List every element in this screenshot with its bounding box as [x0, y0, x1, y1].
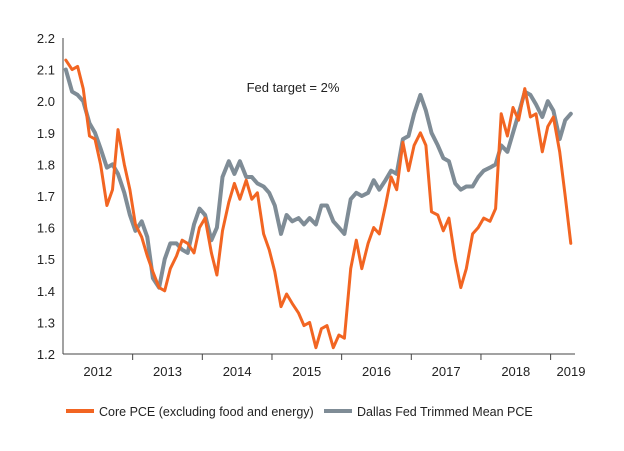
x-tick-label: 2018 — [501, 364, 530, 379]
x-tick-label: 2015 — [292, 364, 321, 379]
y-tick-label: 1.8 — [37, 157, 55, 172]
legend-item-core-pce: Core PCE (excluding food and energy) — [66, 405, 314, 419]
y-tick-label: 2.0 — [37, 94, 55, 109]
x-tick-label: 2014 — [223, 364, 252, 379]
legend-label: Dallas Fed Trimmed Mean PCE — [357, 405, 533, 419]
y-tick-label: 2.2 — [37, 31, 55, 46]
x-tick-label: 2012 — [83, 364, 112, 379]
y-axis: 1.2 1.3 1.4 1.5 1.6 1.7 1.8 1.9 2.0 2.1 2.2 — [37, 31, 64, 362]
y-tick-label: 1.4 — [37, 284, 55, 299]
y-tick-label: 1.9 — [37, 126, 55, 141]
legend: Core PCE (excluding food and energy) Dall… — [66, 405, 533, 419]
series-layer — [63, 58, 573, 350]
y-tick-label: 2.1 — [37, 63, 55, 78]
legend-label: Core PCE (excluding food and energy) — [99, 405, 314, 419]
y-tick-label: 1.3 — [37, 315, 55, 330]
series-line-trimmed-mean-pce — [63, 67, 573, 290]
y-tick-label: 1.7 — [37, 189, 55, 204]
y-tick-label: 1.6 — [37, 221, 55, 236]
x-axis: 2012 2013 2014 2015 2016 2017 2018 2019 — [63, 353, 586, 379]
legend-item-trimmed-mean-pce: Dallas Fed Trimmed Mean PCE — [324, 405, 533, 419]
fed-target-annotation: Fed target = 2% — [247, 80, 340, 95]
x-tick-label: 2019 — [557, 364, 586, 379]
x-tick-label: 2016 — [362, 364, 391, 379]
series-line-core-pce — [64, 58, 573, 350]
y-tick-label: 1.2 — [37, 347, 55, 362]
x-tick-label: 2013 — [153, 364, 182, 379]
x-tick-label: 2017 — [432, 364, 461, 379]
y-tick-label: 1.5 — [37, 252, 55, 267]
